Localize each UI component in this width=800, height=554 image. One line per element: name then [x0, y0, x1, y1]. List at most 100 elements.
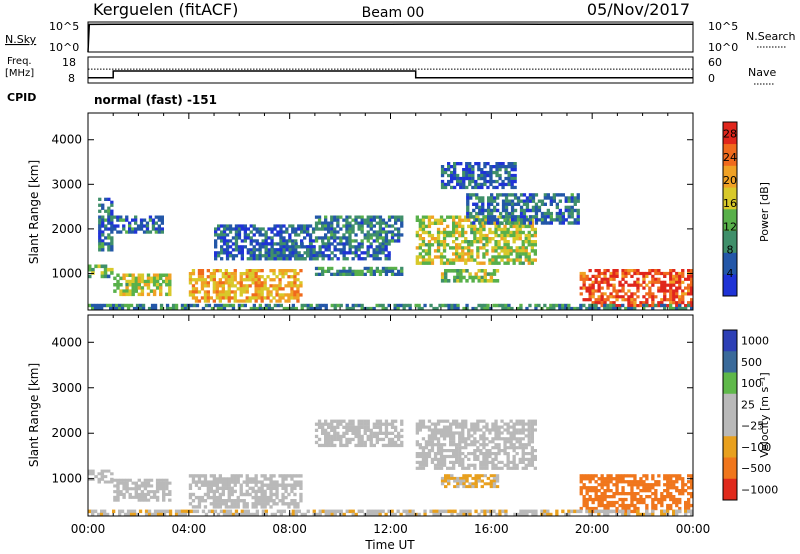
power-cells-cell [678, 274, 682, 278]
vel-cells-cell [666, 477, 670, 481]
vel-cells-cell [183, 512, 188, 517]
power-cells-cell [555, 202, 559, 206]
power-cells-cell [363, 236, 367, 240]
power-cells-cell [212, 275, 216, 279]
vel-cells-cell [252, 512, 256, 517]
freq-lines [88, 68, 693, 79]
vel-cells-cell [672, 486, 676, 490]
power-cells-cell [466, 193, 470, 197]
vel-cells-cell [527, 428, 531, 432]
vel-cells-cell [284, 502, 288, 506]
vel-cells-cell [430, 428, 435, 432]
power-cells-cell [345, 239, 349, 243]
vel-cells-cell [500, 425, 504, 429]
vel-cells-cell [339, 434, 343, 439]
power-cells-cell [309, 257, 313, 261]
power-cells-cell [507, 215, 512, 219]
vel-cells-cell [458, 446, 462, 450]
vel-cells-cell [378, 509, 382, 514]
power-cells-cell [128, 292, 132, 297]
power-cells-cell [546, 208, 550, 213]
power-cells-cell [450, 306, 454, 311]
vel-cells-cell [546, 509, 550, 514]
power-cells-cell [456, 275, 460, 280]
power-cells-cell [209, 278, 213, 282]
power-cells-cell [348, 221, 352, 225]
power-cells-cell [287, 275, 291, 279]
vel-cells-cell [168, 512, 173, 517]
power-cells-cell [615, 304, 619, 308]
power-cells-cell [264, 236, 268, 240]
vel-cells-cell [366, 425, 370, 429]
vel-cells-cell [482, 460, 486, 464]
vel-cells-cell [518, 431, 522, 435]
power-cells-cell [258, 242, 262, 246]
power-cells-cell [642, 274, 646, 278]
power-cells-cell [630, 298, 634, 302]
power-cells-cell [446, 258, 450, 262]
power-cells-cell [507, 176, 511, 181]
power-cells-cell [421, 240, 426, 244]
power-cells-cell [160, 230, 164, 234]
vel-cells-cell [438, 509, 442, 514]
power-cells-cell [479, 261, 483, 265]
power-cells-cell [221, 281, 225, 285]
power-cells-cell [476, 246, 480, 250]
vel-cells-cell [327, 443, 331, 448]
power-cells-cell [264, 230, 268, 234]
power-cells-cell [543, 193, 547, 197]
vel-cells-cell [284, 489, 288, 494]
vel-cells-cell [473, 452, 477, 456]
vel-cells-cell [447, 509, 451, 514]
power-cells-cell [678, 303, 682, 308]
power-cells-cell [633, 280, 637, 284]
power-cells-cell [495, 165, 499, 169]
vel-cells-cell [555, 512, 559, 517]
power-cells-cell [525, 205, 530, 210]
vel-cells-cell [630, 474, 634, 478]
power-cells-cell [248, 269, 252, 273]
vel-cells-cell [530, 452, 534, 456]
power-cells-cell [266, 296, 270, 300]
vel-cells-cell [509, 434, 513, 438]
vel-cells-cell [636, 500, 640, 505]
power-cells-cell [479, 240, 483, 244]
power-cells-cell [387, 224, 392, 228]
vel-cells-cell [221, 486, 225, 490]
power-cells-cell [363, 257, 367, 261]
power-cells-cell [534, 303, 538, 308]
vel-cells-cell [424, 457, 429, 461]
power-cells-cell [467, 246, 471, 250]
power-cells-cell [687, 277, 691, 281]
vel-cells-cell [424, 452, 429, 456]
vel-cells-cell [424, 440, 429, 444]
power-cells-cell [378, 242, 382, 246]
vel-cells-cell [436, 431, 441, 435]
vel-cells-cell [666, 489, 670, 493]
power-cells-cell [534, 193, 539, 197]
vel-cells-cell [245, 502, 249, 506]
power-cells-cell [291, 230, 295, 234]
vel-cells-cell [500, 466, 504, 470]
power-cells-cell [327, 257, 331, 261]
power-cells-cell [94, 303, 98, 308]
power-cells-cell [507, 170, 511, 175]
power-cells-cell [615, 289, 619, 293]
power-cells-cell [372, 248, 376, 252]
power-cells-cell [440, 173, 445, 178]
vel-cells-cell [369, 443, 373, 448]
power-cells-cell [113, 276, 117, 281]
vel-cells-cell [269, 489, 273, 494]
vel-cells-cell [132, 509, 137, 514]
power-cells-cell [273, 251, 277, 255]
power-cells-cell [519, 199, 524, 203]
power-cells-cell [309, 303, 313, 308]
power-cells-cell [675, 286, 679, 290]
power-cells-cell [324, 303, 328, 308]
power-cells-cell [191, 278, 196, 282]
vel-cells-cell [506, 454, 510, 459]
power-cells-cell [287, 296, 291, 300]
power-cells-cell [394, 266, 398, 271]
power-cells-cell [663, 280, 667, 284]
vel-cells-cell [348, 440, 352, 445]
